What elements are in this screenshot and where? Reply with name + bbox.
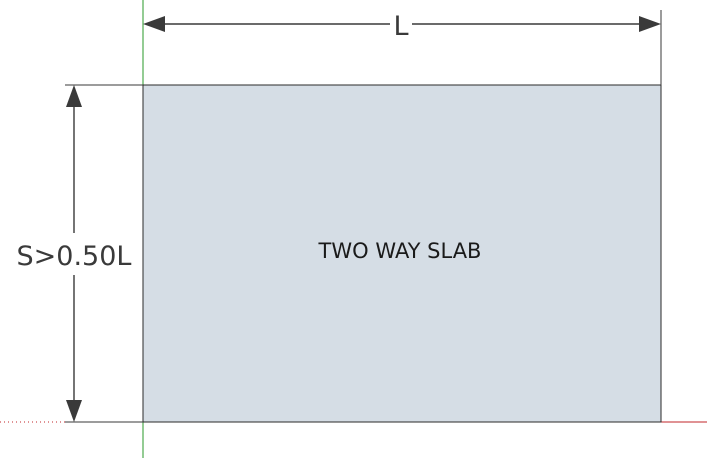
dimension-label-s: S>0.50L <box>17 241 132 272</box>
dimension-label-l: L <box>393 11 408 42</box>
slab-label: TWO WAY SLAB <box>318 239 482 263</box>
two-way-slab <box>142 84 662 423</box>
arrowhead-up-icon <box>66 85 82 107</box>
arrowhead-right-icon <box>639 16 661 32</box>
arrowhead-down-icon <box>66 400 82 422</box>
arrowhead-left-icon <box>143 16 165 32</box>
